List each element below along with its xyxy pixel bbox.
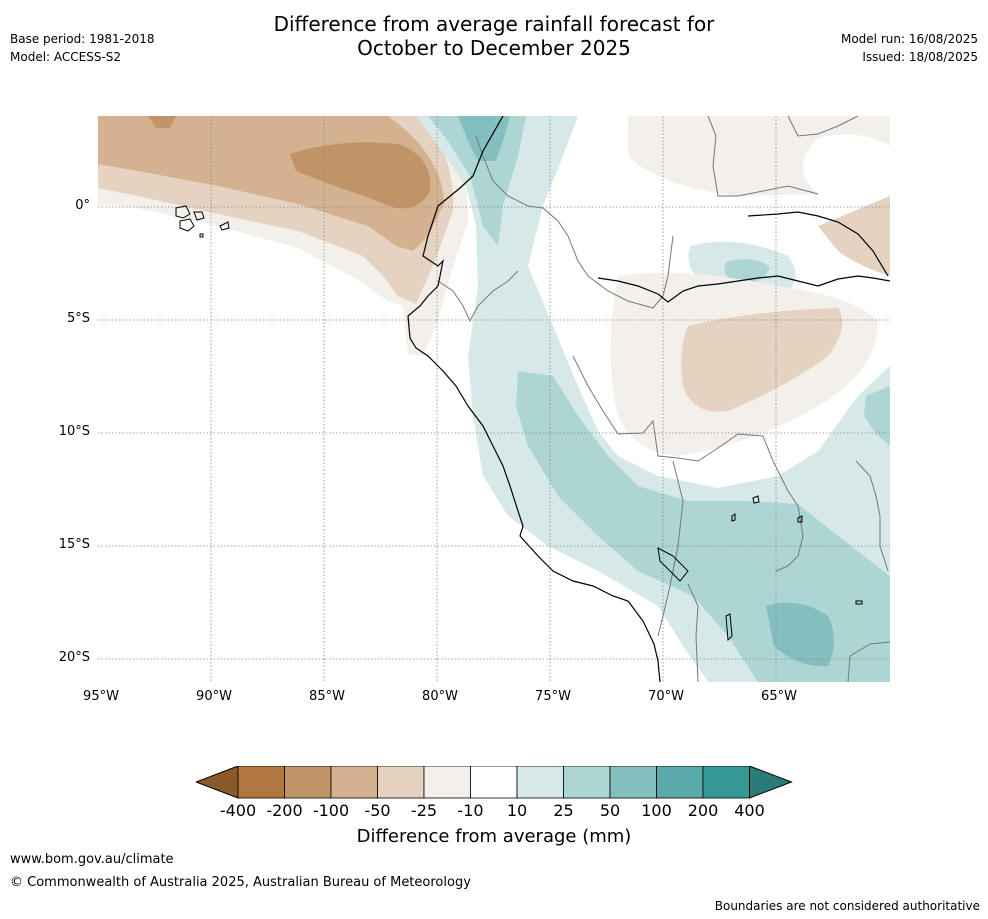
lon-label-65w: 65°W: [761, 689, 797, 704]
dry-zone-100: [290, 142, 431, 209]
colorbar-cell: [516, 766, 564, 799]
lon-label-75w: 75°W: [535, 689, 571, 704]
colorbar-cell: [609, 766, 657, 799]
lon-label-80w: 80°W: [422, 689, 458, 704]
model-run-text: Model run: 16/08/2025: [840, 32, 978, 46]
colorbar-tick-label: -200: [266, 801, 303, 820]
country-borders: [437, 116, 890, 682]
rainfall-anomaly-map: [98, 116, 890, 682]
colorbar: [196, 766, 793, 799]
lat-label-10s: 10°S: [58, 424, 90, 439]
dry-zone-100-small: [148, 116, 176, 128]
footer-copyright: © Commonwealth of Australia 2025, Austra…: [10, 875, 471, 890]
lon-label-85w: 85°W: [309, 689, 345, 704]
colorbar-cell: [563, 766, 611, 799]
metadata-right: Model run: 16/08/2025 Issued: 18/08/2025: [841, 30, 978, 66]
colorbar-label: Difference from average (mm): [356, 826, 632, 847]
map-title: Difference from average rainfall forecas…: [0, 12, 988, 60]
graticule: [98, 116, 890, 682]
lake-titicaca: [657, 547, 689, 582]
wet-zone-east: [864, 386, 890, 446]
lat-label-15s: 15°S: [58, 537, 90, 552]
colorbar-cell: [656, 766, 704, 799]
wet-zone-25: [428, 116, 526, 246]
colorbar-cell: [237, 766, 285, 799]
lon-label-70w: 70°W: [648, 689, 684, 704]
colorbar-tick-label: -400: [219, 801, 257, 820]
footer-disclaimer: Boundaries are not considered authoritat…: [714, 899, 980, 913]
wet-zone-50-south: [766, 602, 834, 667]
islands: [175, 205, 863, 642]
colorbar-tick-label: -50: [364, 801, 391, 820]
colorbar-tick-label: -25: [410, 801, 438, 820]
colorbar-extend-high: [749, 766, 793, 799]
issued-text: Issued: 18/08/2025: [862, 50, 978, 64]
colorbar-tick-label: 10: [506, 801, 528, 820]
footer-url: www.bom.gov.au/climate: [10, 852, 174, 867]
lat-label-0: 0°: [75, 198, 90, 213]
colorbar-cell: [284, 766, 332, 799]
colorbar-cell: [470, 766, 518, 799]
lon-label-90w: 90°W: [196, 689, 232, 704]
colorbar-tick-label: 25: [553, 801, 574, 820]
lat-label-20s: 20°S: [58, 650, 90, 665]
colorbar-extend-low: [196, 766, 239, 799]
lon-label-95w: 95°W: [83, 689, 119, 704]
colorbar-cell: [702, 766, 750, 799]
colorbar-tick-label: 100: [641, 801, 672, 820]
colorbar-tick-label: 50: [599, 801, 621, 820]
colorbar-cell: [377, 766, 425, 799]
colorbar-tick-label: 200: [687, 801, 719, 820]
north-east-dry-patch: [818, 196, 890, 276]
base-period-text: Base period: 1981-2018: [10, 32, 155, 46]
colorbar-cell: [423, 766, 471, 799]
colorbar-tick-label: -100: [312, 801, 350, 820]
colorbar-tick-label: 400: [734, 801, 765, 820]
model-text: Model: ACCESS-S2: [10, 50, 122, 64]
title-line-2: October to December 2025: [357, 36, 631, 60]
colorbar-cell: [330, 766, 378, 799]
north-dry-patch: [628, 116, 890, 196]
coastline: [407, 116, 890, 682]
amazon-dry-patch-inner: [681, 308, 843, 412]
colorbar-tick-label: -10: [457, 801, 484, 820]
title-line-1: Difference from average rainfall forecas…: [273, 12, 715, 36]
metadata-left: Base period: 1981-2018 Model: ACCESS-S2: [10, 30, 155, 66]
lat-label-5s: 5°S: [66, 311, 90, 326]
